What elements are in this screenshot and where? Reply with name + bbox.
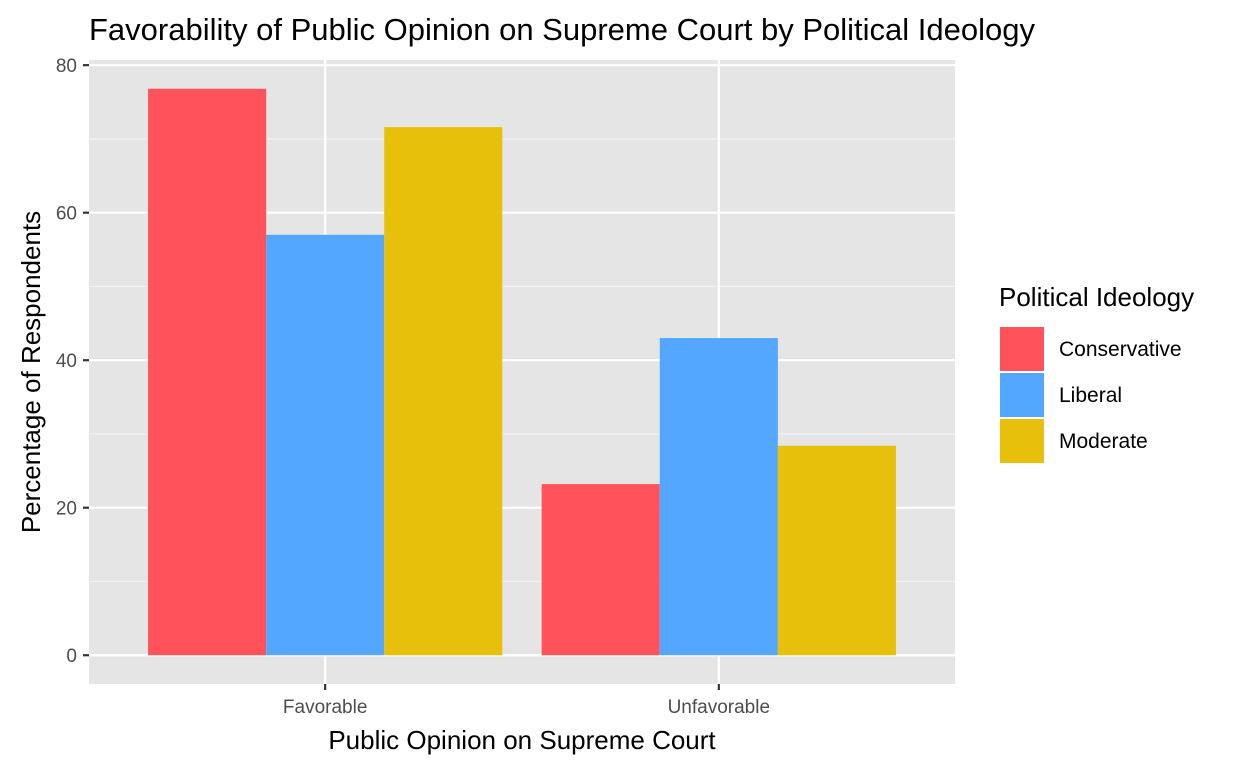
- legend-label-conservative: Conservative: [1059, 338, 1182, 361]
- x-axis-title: Public Opinion on Supreme Court: [328, 725, 716, 755]
- bar-moderate: [777, 445, 896, 656]
- bars: [148, 88, 896, 656]
- x-tick-label: Favorable: [283, 697, 368, 718]
- x-axis: Favorable Unfavorable: [283, 684, 770, 718]
- bar-conservative: [148, 88, 267, 656]
- y-tick-label: 20: [56, 499, 77, 520]
- y-axis: 0 20 40 60 80: [56, 56, 89, 667]
- legend-key-moderate: [998, 417, 1046, 465]
- y-axis-title: Percentage of Respondents: [16, 211, 46, 533]
- legend-key-liberal: [998, 371, 1046, 419]
- y-tick-label: 80: [56, 56, 77, 77]
- y-tick-label: 60: [56, 204, 77, 225]
- legend-title: Political Ideology: [999, 282, 1194, 312]
- chart-title: Favorability of Public Opinion on Suprem…: [89, 12, 1035, 47]
- y-tick-label: 0: [66, 646, 77, 667]
- bar-conservative: [541, 484, 660, 656]
- x-tick-label: Unfavorable: [668, 697, 770, 718]
- legend-key-conservative: [998, 325, 1046, 373]
- y-tick-label: 40: [56, 351, 77, 372]
- legend-label-moderate: Moderate: [1059, 430, 1148, 453]
- bar-liberal: [659, 338, 778, 656]
- legend-label-liberal: Liberal: [1059, 384, 1122, 407]
- bar-liberal: [266, 234, 385, 656]
- legend: Political Ideology Conservative Liberal Mo…: [998, 282, 1194, 465]
- bar-moderate: [384, 127, 503, 656]
